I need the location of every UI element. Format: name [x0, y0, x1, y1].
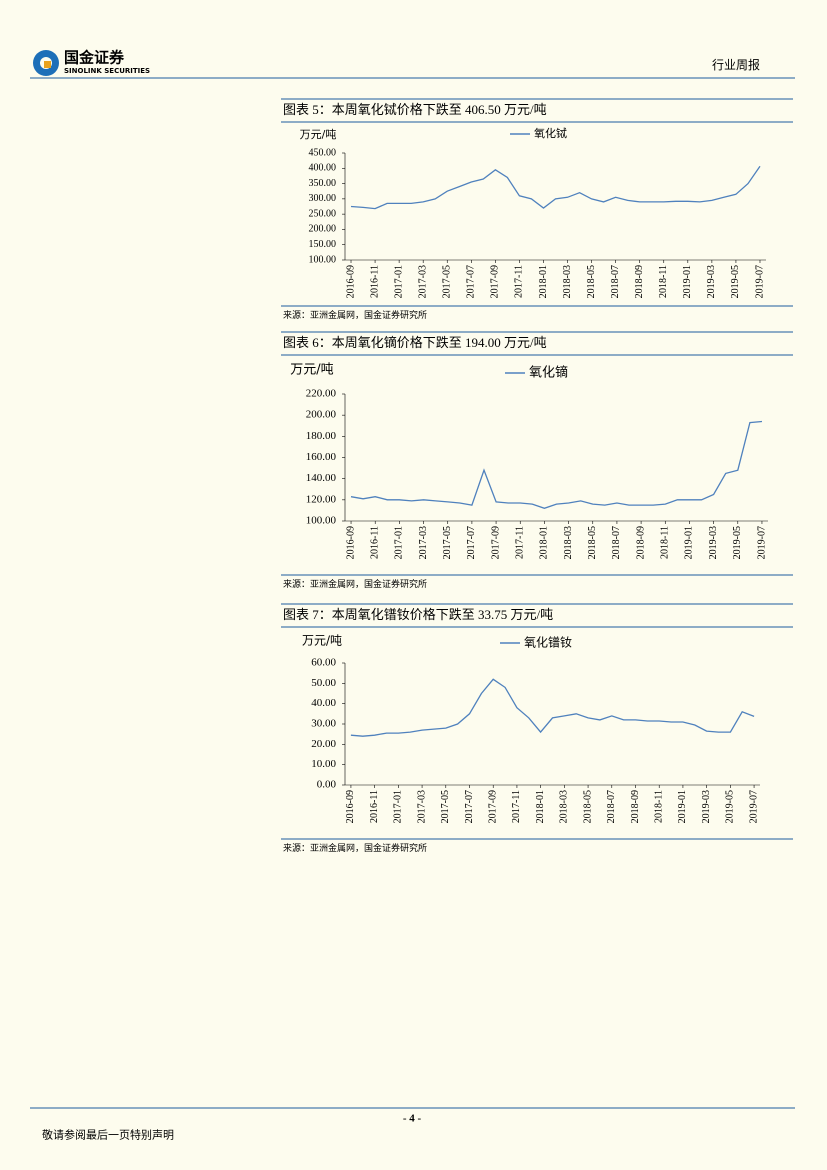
x-tick-label: 2018-01: [538, 265, 549, 298]
x-tick-label: 2017-03: [418, 526, 429, 559]
price-line: [350, 420, 763, 509]
y-tick-label: 220.00: [306, 388, 337, 400]
x-tick-label: 2018-07: [610, 265, 621, 298]
source-note: 来源：亚洲金属网，国金证券研究所: [283, 309, 427, 320]
x-tick-label: 2018-05: [582, 790, 593, 823]
x-tick-label: 2019-01: [677, 790, 688, 823]
price-line: [350, 678, 755, 737]
price-line: [350, 165, 761, 210]
x-tick-label: 2017-11: [515, 526, 526, 559]
x-tick-label: 2017-07: [466, 265, 477, 298]
y-tick-label: 20.00: [311, 738, 336, 750]
legend-label: 氧化镨钕: [524, 635, 572, 650]
x-tick-label: 2017-05: [442, 526, 453, 559]
logo-icon-square: [44, 61, 51, 68]
y-tick-label: 100.00: [306, 515, 337, 527]
x-tick-label: 2018-03: [562, 265, 573, 298]
x-tick-label: 2018-05: [586, 265, 597, 298]
y-tick-label: 200.00: [309, 224, 337, 235]
x-tick-label: 2017-01: [394, 526, 405, 559]
x-tick-label: 2019-05: [725, 790, 736, 823]
x-tick-label: 2017-01: [393, 790, 404, 823]
y-tick-label: 180.00: [306, 430, 337, 442]
x-tick-label: 2016-09: [345, 526, 356, 559]
y-tick-label: 160.00: [306, 451, 337, 463]
x-tick-label: 2019-03: [706, 265, 717, 298]
y-tick-label: 30.00: [311, 718, 336, 730]
x-tick-label: 2018-11: [660, 526, 671, 559]
x-tick-label: 2018-09: [630, 790, 641, 823]
legend-label: 氧化铽: [534, 126, 567, 140]
y-tick-label: 120.00: [306, 493, 337, 505]
y-tick-label: 200.00: [306, 409, 337, 421]
y-tick-label: 450.00: [309, 147, 337, 158]
x-tick-label: 2017-07: [464, 790, 475, 823]
x-tick-label: 2019-03: [708, 526, 719, 559]
x-tick-label: 2017-11: [514, 265, 525, 298]
y-tick-label: 300.00: [309, 193, 337, 204]
x-tick-label: 2017-11: [511, 790, 522, 823]
figure-caption: 图表 7：本周氧化镨钕价格下跌至 33.75 万元/吨: [283, 607, 553, 622]
x-tick-label: 2017-05: [440, 790, 451, 823]
y-tick-label: 350.00: [309, 178, 337, 189]
x-tick-label: 2018-01: [535, 790, 546, 823]
y-axis-label: 万元/吨: [300, 128, 337, 141]
y-tick-label: 10.00: [311, 758, 336, 770]
x-tick-label: 2017-01: [393, 265, 404, 298]
x-tick-label: 2017-03: [416, 790, 427, 823]
x-tick-label: 2018-07: [606, 790, 617, 823]
x-tick-label: 2017-09: [490, 265, 501, 298]
x-tick-label: 2016-11: [369, 265, 380, 298]
y-tick-label: 60.00: [311, 657, 336, 669]
y-tick-label: 400.00: [309, 163, 337, 174]
x-tick-label: 2017-09: [490, 526, 501, 559]
x-tick-label: 2019-05: [732, 526, 743, 559]
x-tick-label: 2018-11: [654, 790, 665, 823]
y-tick-label: 100.00: [309, 254, 337, 265]
logo-text: 国金证券: [64, 49, 125, 67]
source-note: 来源：亚洲金属网，国金证券研究所: [283, 842, 427, 853]
y-axis-label: 万元/吨: [302, 634, 342, 648]
x-tick-label: 2019-07: [756, 526, 767, 559]
x-tick-label: 2017-03: [417, 265, 428, 298]
x-tick-label: 2017-09: [488, 790, 499, 823]
figure-caption: 图表 6：本周氧化镝价格下跌至 194.00 万元/吨: [283, 335, 547, 350]
y-tick-label: 250.00: [309, 208, 337, 219]
x-tick-label: 2018-07: [611, 526, 622, 559]
legend-label: 氧化镝: [529, 365, 568, 381]
x-tick-label: 2018-11: [658, 265, 669, 298]
x-tick-label: 2019-01: [682, 265, 693, 298]
disclaimer: 敬请参阅最后一页特别声明: [42, 1128, 174, 1142]
x-tick-label: 2017-07: [466, 526, 477, 559]
x-tick-label: 2018-01: [539, 526, 550, 559]
x-tick-label: 2018-03: [559, 790, 570, 823]
y-tick-label: 40.00: [311, 697, 336, 709]
x-tick-label: 2016-09: [345, 790, 356, 823]
x-tick-label: 2019-07: [748, 790, 759, 823]
source-note: 来源：亚洲金属网，国金证券研究所: [283, 578, 427, 589]
y-tick-label: 0.00: [317, 779, 337, 791]
x-tick-label: 2016-09: [345, 265, 356, 298]
x-tick-label: 2016-11: [369, 790, 380, 823]
y-axis-label: 万元/吨: [290, 363, 333, 378]
logo-subtext: SINOLINK SECURITIES: [64, 67, 150, 75]
x-tick-label: 2017-05: [442, 265, 453, 298]
x-tick-label: 2018-09: [634, 265, 645, 298]
y-tick-label: 150.00: [309, 239, 337, 250]
figure-caption: 图表 5：本周氧化铽价格下跌至 406.50 万元/吨: [283, 102, 547, 117]
x-tick-label: 2016-11: [370, 526, 381, 559]
x-tick-label: 2018-05: [587, 526, 598, 559]
page-number: - 4 -: [403, 1113, 422, 1125]
x-tick-label: 2018-09: [635, 526, 646, 559]
x-tick-label: 2019-05: [730, 265, 741, 298]
x-tick-label: 2019-07: [754, 265, 765, 298]
y-tick-label: 50.00: [311, 677, 336, 689]
x-tick-label: 2019-01: [684, 526, 695, 559]
report-type: 行业周报: [712, 57, 760, 72]
x-tick-label: 2019-03: [701, 790, 712, 823]
x-tick-label: 2018-03: [563, 526, 574, 559]
y-tick-label: 140.00: [306, 472, 337, 484]
